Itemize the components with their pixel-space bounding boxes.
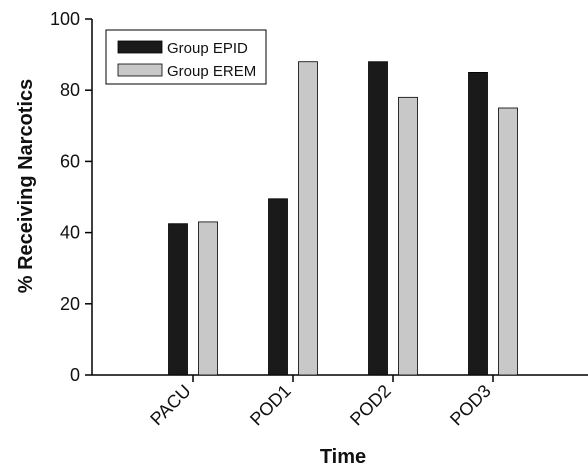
legend-label-epid: Group EPID (167, 40, 248, 57)
bars (168, 61, 518, 376)
x-ticks: PACU POD1 POD2 POD3 (146, 375, 495, 429)
legend-swatch-epid (117, 40, 163, 54)
legend-swatch-erem (117, 63, 163, 77)
bar-epid-pacu (168, 223, 188, 376)
x-tick-label: POD1 (246, 381, 295, 430)
bar-epid-pod2 (368, 61, 388, 376)
y-tick-label: 0 (70, 365, 80, 385)
legend-label-erem: Group EREM (167, 63, 256, 80)
bar-epid-pod3 (468, 72, 488, 376)
bar-erem-pacu (198, 221, 218, 376)
y-ticks: 0 20 40 60 80 100 (50, 9, 92, 385)
legend: Group EPID Group EREM (105, 29, 267, 85)
y-tick-label: 40 (60, 223, 80, 243)
bar-epid-pod1 (268, 198, 288, 376)
bar-erem-pod1 (298, 61, 318, 376)
y-tick-label: 60 (60, 151, 80, 171)
x-axis-label: Time (320, 446, 366, 468)
bar-erem-pod3 (498, 107, 518, 376)
x-tick-label: POD2 (346, 381, 395, 430)
bar-erem-pod2 (398, 96, 418, 376)
y-tick-label: 20 (60, 294, 80, 314)
y-axis-label: % Receiving Narcotics (15, 79, 37, 294)
y-tick-label: 80 (60, 80, 80, 100)
y-tick-label: 100 (50, 9, 80, 29)
x-tick-label: PACU (146, 381, 195, 430)
x-tick-label: POD3 (446, 381, 495, 430)
